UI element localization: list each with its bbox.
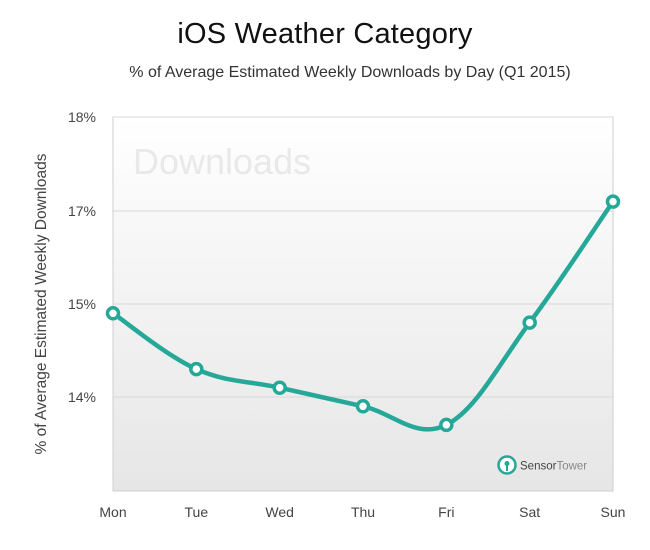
y-axis-title: % of Average Estimated Weekly Downloads: [33, 153, 50, 454]
brand-sensor: Sensor: [520, 461, 557, 473]
markers: [105, 194, 621, 433]
y-tick-label: 14%: [68, 389, 96, 405]
x-tick-label: Sat: [519, 504, 540, 520]
data-point-wed: [272, 380, 287, 395]
sensortower-logo-stem: [506, 465, 508, 471]
x-tick-label: Tue: [185, 504, 209, 520]
brand-tower: Tower: [556, 461, 587, 473]
y-tick-label: 17%: [68, 203, 96, 219]
x-tick-label: Wed: [265, 504, 294, 520]
x-axis: Mon Tue Wed Thu Fri Sat Sun: [99, 504, 625, 520]
chart-title: iOS Weather Category: [177, 18, 473, 50]
x-tick-label: Mon: [99, 504, 126, 520]
chart-subtitle: % of Average Estimated Weekly Downloads …: [129, 64, 571, 81]
data-point-sun: [605, 194, 621, 209]
sensortower-logo: SensorTower: [497, 455, 587, 475]
data-point-fri: [439, 417, 454, 433]
y-tick-label: 15%: [68, 296, 96, 312]
x-tick-label: Sun: [601, 504, 626, 520]
watermark-text: Downloads: [133, 141, 311, 182]
y-tick-label: 18%: [68, 109, 96, 125]
data-point-mon: [105, 306, 121, 321]
data-point-thu: [355, 399, 371, 414]
y-axis: 14% 15% 17% 18%: [68, 109, 96, 405]
data-point-tue: [189, 361, 204, 377]
x-tick-label: Thu: [351, 504, 375, 520]
sensortower-brand-text: SensorTower: [520, 461, 587, 473]
data-point-sat: [522, 315, 537, 330]
x-tick-label: Fri: [438, 504, 454, 520]
sensortower-logo-dot: [504, 461, 510, 466]
gridlines: [113, 116, 613, 398]
